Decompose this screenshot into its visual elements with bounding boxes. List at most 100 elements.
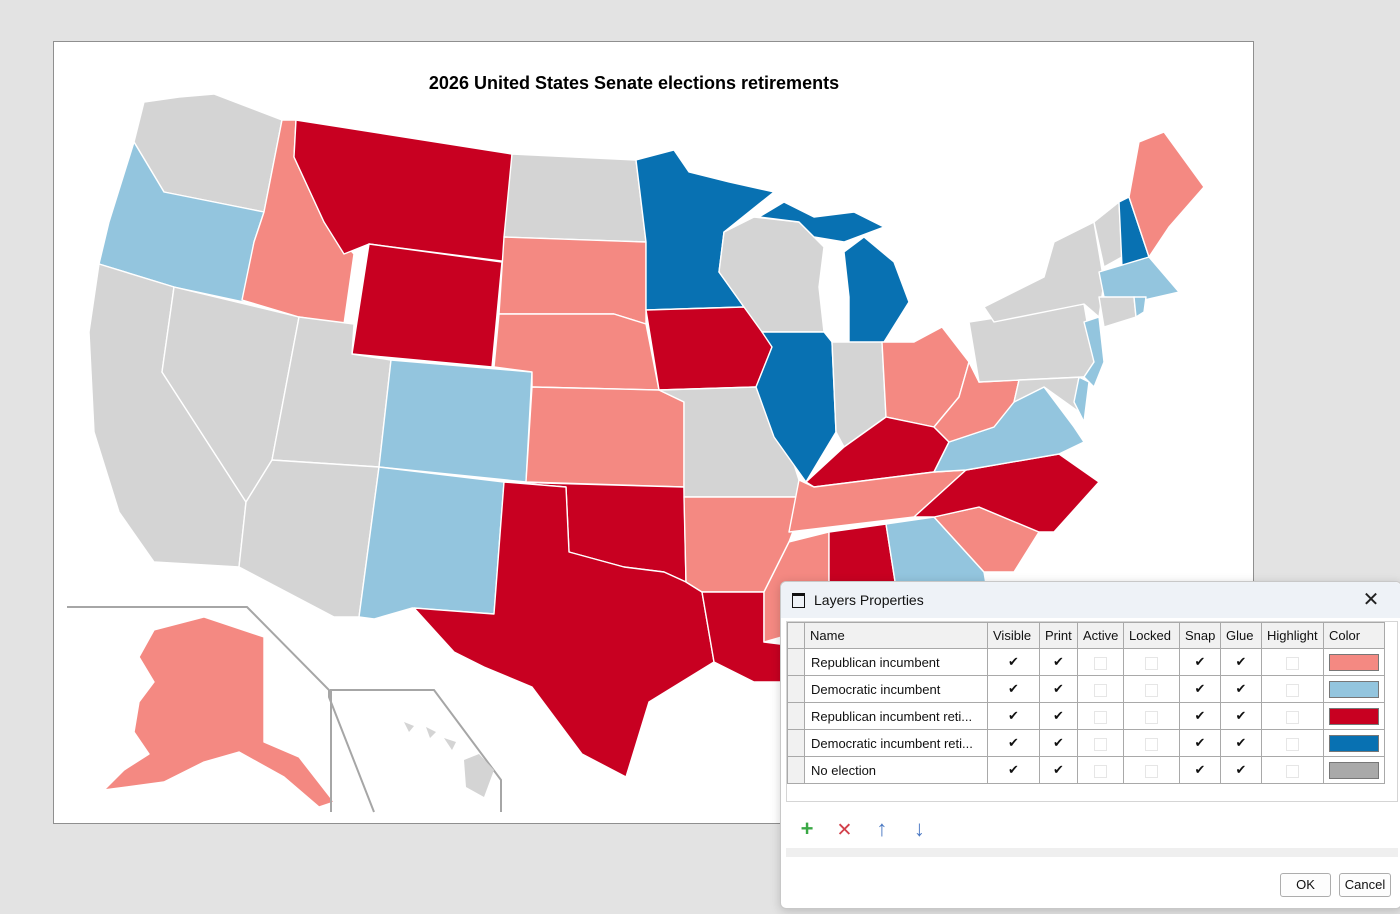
glue-checkbox[interactable]: ✔ (1220, 756, 1262, 784)
table-row[interactable]: Republican incumbent ✔ ✔ ✔ ✔ (787, 648, 1385, 676)
locked-checkbox[interactable] (1123, 675, 1180, 703)
state-michigan (843, 236, 910, 348)
layer-name[interactable]: No election (804, 756, 988, 784)
row-header[interactable] (787, 702, 805, 730)
table-row[interactable]: Democratic incumbent reti... ✔ ✔ ✔ ✔ (787, 729, 1385, 757)
color-swatch[interactable] (1329, 734, 1379, 752)
column-header-name[interactable]: Name (804, 622, 988, 649)
visible-checkbox[interactable]: ✔ (987, 729, 1040, 757)
snap-checkbox[interactable]: ✔ (1179, 702, 1221, 730)
status-strip (786, 848, 1398, 857)
active-checkbox[interactable] (1077, 756, 1124, 784)
visible-checkbox[interactable]: ✔ (987, 675, 1040, 703)
empty-checkbox (1145, 683, 1158, 697)
state-massachusetts (1098, 256, 1180, 301)
check-icon: ✔ (1053, 654, 1064, 669)
state-pennsylvania (968, 303, 1095, 383)
locked-checkbox[interactable] (1123, 702, 1180, 730)
empty-checkbox (1145, 764, 1158, 778)
snap-checkbox[interactable]: ✔ (1179, 729, 1221, 757)
color-swatch[interactable] (1329, 680, 1379, 698)
color-cell[interactable] (1323, 756, 1385, 784)
active-checkbox[interactable] (1077, 702, 1124, 730)
print-checkbox[interactable]: ✔ (1039, 729, 1078, 757)
state-kansas (525, 386, 685, 488)
empty-checkbox (1094, 710, 1107, 724)
color-swatch[interactable] (1329, 761, 1379, 779)
delete-layer-button[interactable]: ✕ (836, 820, 853, 841)
locked-checkbox[interactable] (1123, 756, 1180, 784)
print-checkbox[interactable]: ✔ (1039, 648, 1078, 676)
column-header-highlight[interactable]: Highlight (1261, 622, 1324, 649)
active-checkbox[interactable] (1077, 729, 1124, 757)
check-icon: ✔ (1053, 681, 1064, 696)
visible-checkbox[interactable]: ✔ (987, 702, 1040, 730)
state-wyoming (351, 243, 503, 368)
empty-checkbox (1286, 656, 1299, 670)
layer-name[interactable]: Republican incumbent reti... (804, 702, 988, 730)
table-row[interactable]: Democratic incumbent ✔ ✔ ✔ ✔ (787, 675, 1385, 703)
column-header-locked[interactable]: Locked (1123, 622, 1180, 649)
color-swatch[interactable] (1329, 707, 1379, 725)
row-header[interactable] (787, 756, 805, 784)
color-cell[interactable] (1323, 648, 1385, 676)
visible-checkbox[interactable]: ✔ (987, 756, 1040, 784)
cancel-button[interactable]: Cancel (1339, 873, 1391, 897)
row-header[interactable] (787, 729, 805, 757)
state-texas (413, 481, 715, 778)
close-button[interactable]: ✕ (1362, 589, 1380, 611)
column-header-glue[interactable]: Glue (1220, 622, 1262, 649)
glue-checkbox[interactable]: ✔ (1220, 729, 1262, 757)
visible-checkbox[interactable]: ✔ (987, 648, 1040, 676)
glue-checkbox[interactable]: ✔ (1220, 702, 1262, 730)
glue-checkbox[interactable]: ✔ (1220, 648, 1262, 676)
snap-checkbox[interactable]: ✔ (1179, 648, 1221, 676)
check-icon: ✔ (1235, 735, 1247, 750)
table-row[interactable]: Republican incumbent reti... ✔ ✔ ✔ ✔ (787, 702, 1385, 730)
column-header-print[interactable]: Print (1039, 622, 1078, 649)
locked-checkbox[interactable] (1123, 729, 1180, 757)
dialog-titlebar[interactable]: Layers Properties ✕ (781, 582, 1400, 618)
snap-checkbox[interactable]: ✔ (1179, 675, 1221, 703)
glue-checkbox[interactable]: ✔ (1220, 675, 1262, 703)
active-checkbox[interactable] (1077, 648, 1124, 676)
highlight-checkbox[interactable] (1261, 756, 1324, 784)
layer-name[interactable]: Democratic incumbent reti... (804, 729, 988, 757)
column-header-visible[interactable]: Visible (987, 622, 1040, 649)
highlight-checkbox[interactable] (1261, 729, 1324, 757)
snap-checkbox[interactable]: ✔ (1179, 756, 1221, 784)
active-checkbox[interactable] (1077, 675, 1124, 703)
print-checkbox[interactable]: ✔ (1039, 702, 1078, 730)
highlight-checkbox[interactable] (1261, 648, 1324, 676)
row-header[interactable] (787, 648, 805, 676)
print-checkbox[interactable]: ✔ (1039, 756, 1078, 784)
state-new-jersey (1083, 316, 1105, 388)
layer-name[interactable]: Democratic incumbent (804, 675, 988, 703)
highlight-checkbox[interactable] (1261, 702, 1324, 730)
check-icon: ✔ (1008, 681, 1019, 696)
print-checkbox[interactable]: ✔ (1039, 675, 1078, 703)
color-cell[interactable] (1323, 702, 1385, 730)
check-icon: ✔ (1194, 654, 1206, 669)
move-up-button[interactable]: ↑ (876, 816, 888, 841)
state-new-york (983, 221, 1105, 323)
ok-button[interactable]: OK (1280, 873, 1331, 897)
color-cell[interactable] (1323, 729, 1385, 757)
state-north-dakota (503, 153, 647, 243)
state-new-mexico (358, 466, 505, 620)
color-swatch[interactable] (1329, 653, 1379, 671)
color-cell[interactable] (1323, 675, 1385, 703)
locked-checkbox[interactable] (1123, 648, 1180, 676)
layers-grid: Name Visible Print Active Locked Snap Gl… (786, 621, 1398, 802)
layers-table: Name Visible Print Active Locked Snap Gl… (787, 622, 1385, 784)
column-header-snap[interactable]: Snap (1179, 622, 1221, 649)
column-header-active[interactable]: Active (1077, 622, 1124, 649)
row-header[interactable] (787, 675, 805, 703)
column-header-color[interactable]: Color (1323, 622, 1385, 649)
layer-name[interactable]: Republican incumbent (804, 648, 988, 676)
highlight-checkbox[interactable] (1261, 675, 1324, 703)
state-maryland (1013, 376, 1085, 413)
table-row[interactable]: No election ✔ ✔ ✔ ✔ (787, 756, 1385, 784)
move-down-button[interactable]: ↓ (913, 816, 925, 841)
add-layer-button[interactable]: + (800, 816, 814, 841)
